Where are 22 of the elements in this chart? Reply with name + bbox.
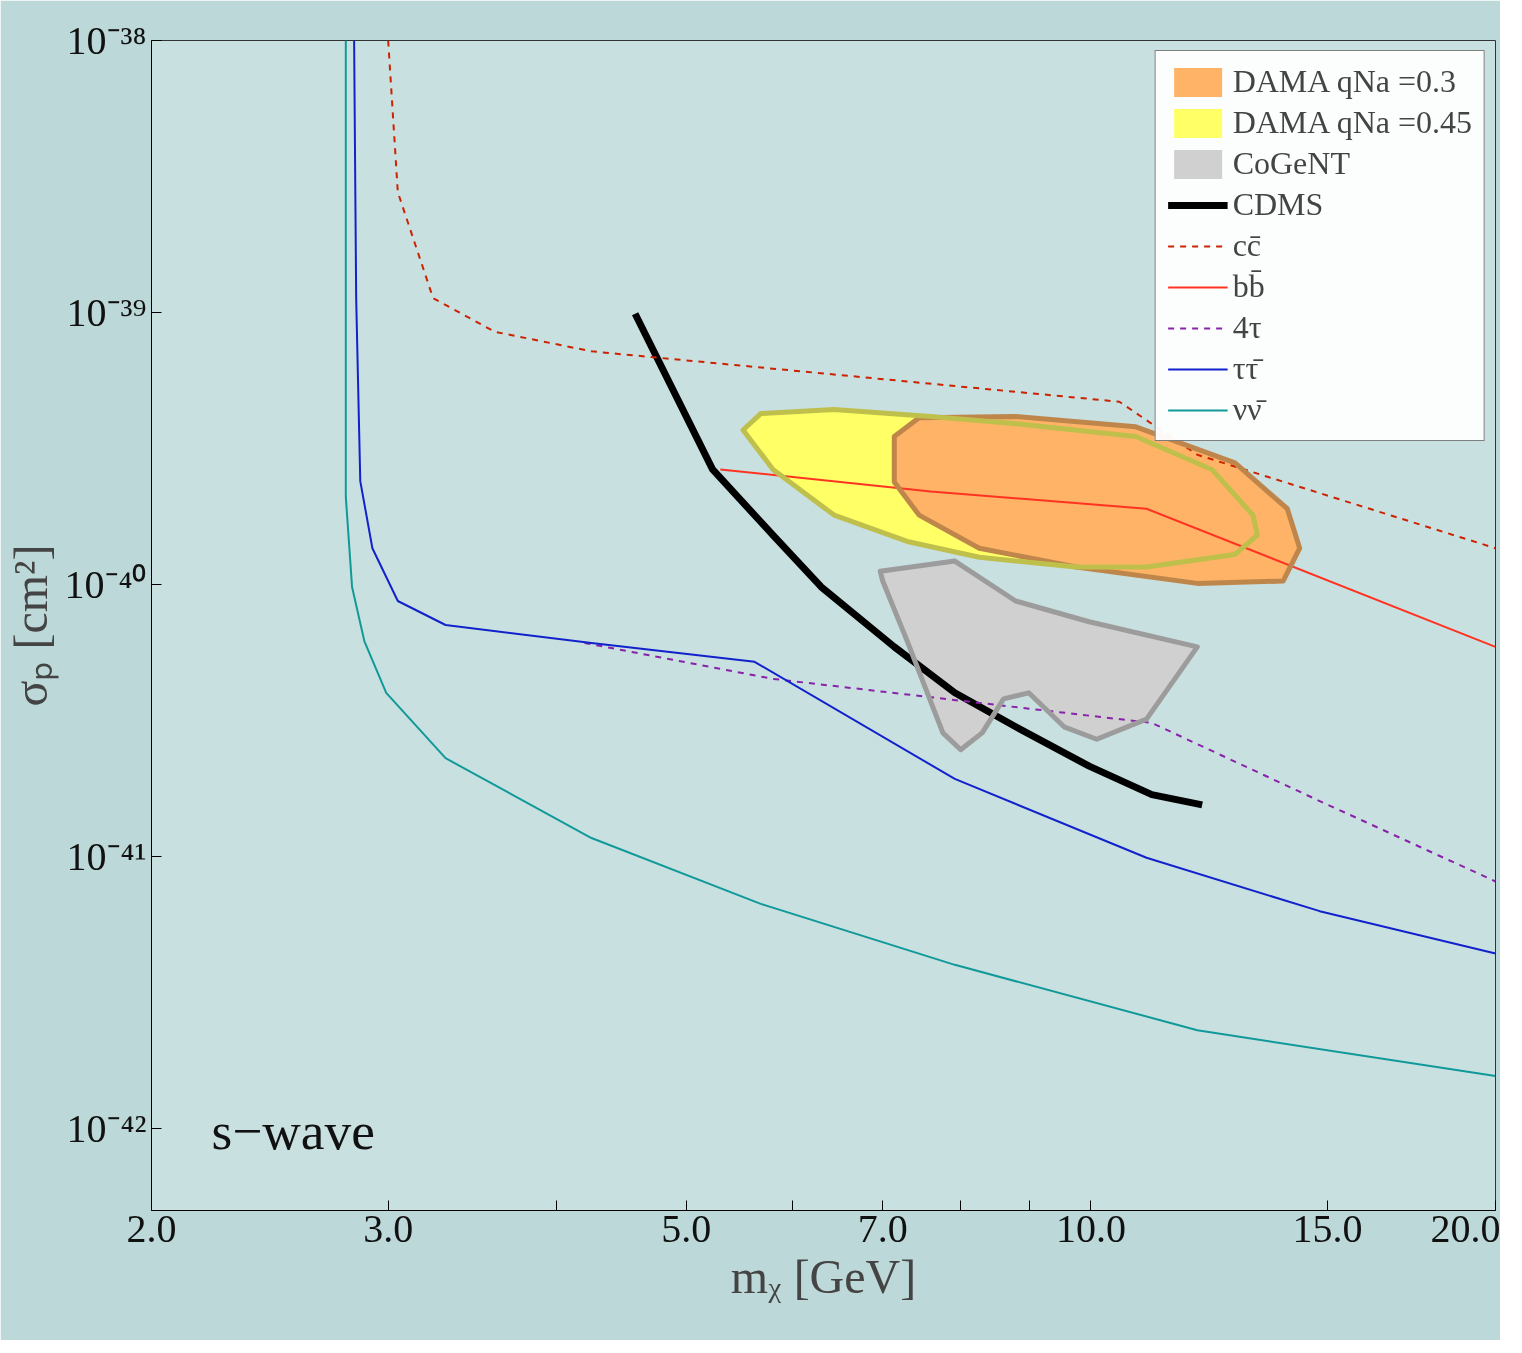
x-tick-label: 2.0 (126, 1205, 177, 1251)
x-tick-label: 15.0 (1292, 1205, 1363, 1251)
x-tick-label: 7.0 (857, 1205, 908, 1251)
legend-label: cc̄ (1232, 227, 1262, 264)
legend-label: 4τ (1232, 309, 1262, 346)
legend-label: DAMA qNa =0.45 (1232, 104, 1472, 141)
y-axis-title: σₚ [cm²] (3, 544, 59, 707)
y-tick-label: 10⁻³⁸ (66, 18, 147, 63)
legend-label: DAMA qNa =0.3 (1232, 63, 1456, 100)
x-tick-label: 5.0 (661, 1205, 712, 1251)
x-tick-label: 3.0 (363, 1205, 414, 1251)
x-tick-label: 10.0 (1055, 1205, 1126, 1251)
y-tick-label: 10⁻³⁹ (66, 290, 147, 336)
legend-label: CoGeNT (1232, 145, 1350, 182)
y-tick-label: 10⁻⁴¹ (66, 834, 147, 880)
y-tick-label: 10⁻⁴⁰ (64, 562, 147, 608)
legend-label: CDMS (1232, 186, 1324, 223)
y-tick-label: 10⁻⁴² (66, 1106, 147, 1152)
legend-label: bb̄ (1232, 268, 1265, 305)
x-tick-label: 20.0 (1430, 1205, 1501, 1251)
annotation: s−wave (211, 1100, 375, 1161)
x-axis-title: mᵪ [GeV] (730, 1249, 917, 1303)
